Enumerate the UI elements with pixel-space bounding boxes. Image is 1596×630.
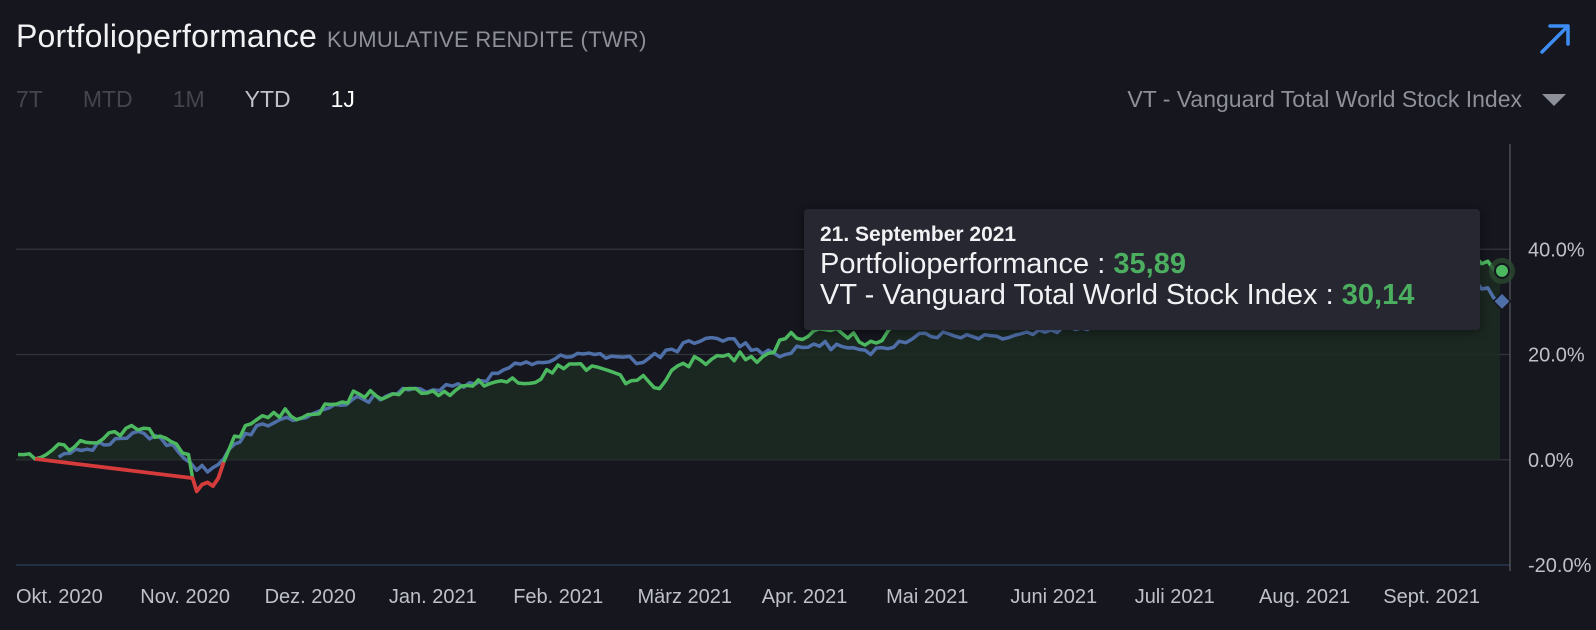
portfolio-negative-line	[34, 457, 226, 494]
x-tick-label: Feb. 2021	[513, 586, 603, 608]
range-7t-button[interactable]: 7T	[16, 86, 43, 112]
chart-subtitle: KUMULATIVE RENDITE (TWR)	[327, 27, 647, 52]
x-tick-label: Apr. 2021	[762, 586, 848, 608]
benchmark-end-marker	[1492, 291, 1512, 311]
tooltip-portfolio-row: Portfolioperformance : 35,89	[820, 249, 1464, 280]
range-mtd-button[interactable]: MTD	[82, 86, 133, 112]
tooltip-benchmark-row: VT - Vanguard Total World Stock Index : …	[820, 280, 1464, 311]
y-tick-label: -20.0%	[1528, 555, 1592, 577]
portfolio-end-marker	[1494, 262, 1510, 279]
tooltip-portfolio-value: 35,89	[1113, 248, 1186, 280]
x-tick-label: Dez. 2020	[265, 586, 356, 608]
chart-header: Portfolioperformance KUMULATIVE RENDITE …	[16, 18, 647, 55]
x-tick-label: Okt. 2020	[16, 586, 103, 608]
x-tick-label: Sept. 2021	[1383, 586, 1480, 608]
x-tick-label: Juni 2021	[1010, 586, 1097, 608]
range-1m-button[interactable]: 1M	[172, 86, 205, 112]
time-range-selector: 7T MTD 1M YTD 1J	[16, 86, 395, 113]
benchmark-dropdown[interactable]: VT - Vanguard Total World Stock Index	[1127, 86, 1566, 113]
x-tick-label: Juli 2021	[1135, 586, 1215, 608]
x-tick-label: März 2021	[638, 586, 733, 608]
x-tick-label: Nov. 2020	[140, 586, 230, 608]
chart-tooltip: 21. September 2021 Portfolioperformance …	[804, 209, 1480, 330]
tooltip-portfolio-label: Portfolioperformance :	[820, 248, 1106, 280]
x-tick-label: Mai 2021	[886, 586, 968, 608]
benchmark-dropdown-label: VT - Vanguard Total World Stock Index	[1127, 86, 1522, 112]
y-tick-label: 20.0%	[1528, 345, 1585, 367]
x-tick-label: Jan. 2021	[389, 586, 477, 608]
tooltip-benchmark-label: VT - Vanguard Total World Stock Index :	[820, 279, 1334, 311]
tooltip-date: 21. September 2021	[820, 223, 1017, 246]
y-tick-label: 0.0%	[1528, 450, 1574, 472]
range-1j-button[interactable]: 1J	[330, 86, 355, 112]
tooltip-benchmark-value: 30,14	[1341, 279, 1415, 311]
expand-arrow-icon[interactable]	[1538, 22, 1572, 56]
chart-title: Portfolioperformance	[16, 18, 318, 54]
x-tick-label: Aug. 2021	[1259, 586, 1350, 608]
y-tick-label: 40.0%	[1528, 239, 1585, 261]
range-ytd-button[interactable]: YTD	[244, 86, 291, 112]
chevron-down-icon	[1542, 93, 1566, 106]
